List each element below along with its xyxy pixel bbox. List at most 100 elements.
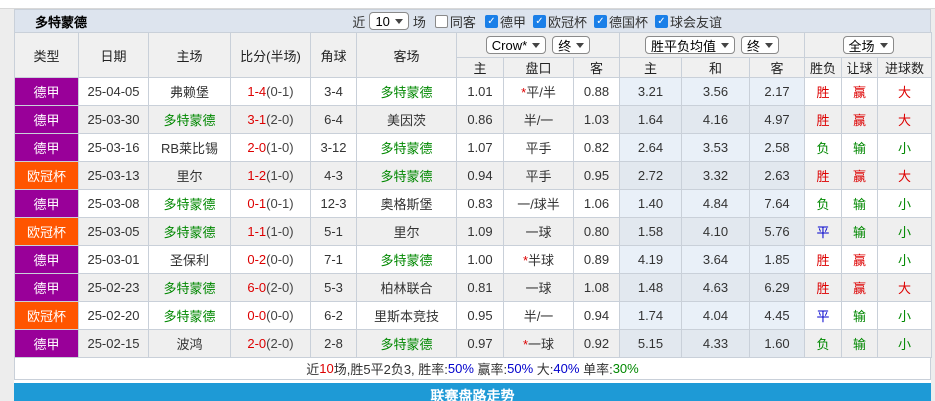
home-team[interactable]: 多特蒙德 [148, 105, 231, 134]
chevron-down-icon [765, 42, 774, 48]
corner-score: 6-2 [310, 301, 357, 330]
away-odds: 0.88 [573, 77, 620, 106]
same-venue-checkbox[interactable]: 同客 [434, 12, 476, 31]
league-badge[interactable]: 德甲 [14, 329, 79, 358]
league-badge[interactable]: 欧冠杯 [14, 217, 79, 246]
away-team[interactable]: 多特蒙德 [356, 77, 457, 106]
avg-draw-odds: 3.53 [681, 133, 750, 162]
checkbox-checked-icon[interactable]: ✓ [654, 14, 668, 28]
match-date: 25-03-13 [78, 161, 149, 190]
league-filter-2[interactable]: ✓ 德国杯 [593, 12, 648, 31]
league-filter-label: 球会友谊 [669, 14, 722, 30]
corner-score: 5-3 [310, 273, 357, 302]
chevron-down-icon [532, 42, 541, 48]
home-team[interactable]: 多特蒙德 [148, 217, 231, 246]
col-away: 客场 [356, 32, 457, 78]
score: 0-1(0-1) [230, 189, 311, 218]
avg-away-odds: 4.97 [748, 105, 806, 134]
avg-draw-odds: 4.04 [681, 301, 750, 330]
score: 0-0(0-0) [230, 301, 311, 330]
chevron-down-icon [394, 18, 403, 24]
handicap-result-badge: 赢 [841, 161, 879, 190]
avg-home-odds: 1.40 [619, 189, 682, 218]
league-filter-0[interactable]: ✓ 德甲 [484, 12, 526, 31]
home-team[interactable]: 多特蒙德 [148, 189, 231, 218]
home-team[interactable]: 弗赖堡 [148, 77, 231, 106]
home-odds: 1.01 [456, 77, 504, 106]
handicap: *一球 [503, 329, 574, 358]
league-filter-label: 德国杯 [608, 14, 648, 30]
goals-result-badge: 小 [877, 133, 933, 162]
avg-draw-odds: 3.56 [681, 77, 750, 106]
home-team[interactable]: 波鸿 [148, 329, 231, 358]
league-badge[interactable]: 欧冠杯 [14, 161, 79, 190]
away-odds: 0.95 [573, 161, 620, 190]
home-team[interactable]: 里尔 [148, 161, 231, 190]
avg-time-select[interactable]: 终 [741, 36, 780, 54]
checkbox-unchecked-icon[interactable] [434, 14, 448, 28]
page-top-strip [0, 0, 935, 9]
avg-draw-odds: 4.84 [681, 189, 750, 218]
handicap-result-badge: 赢 [841, 245, 879, 274]
avg-draw-odds: 4.63 [681, 273, 750, 302]
col-corner: 角球 [310, 32, 357, 78]
away-team[interactable]: 里尔 [356, 217, 457, 246]
summary-segment: 赢率: [473, 362, 508, 377]
home-team[interactable]: 多特蒙德 [148, 273, 231, 302]
home-team[interactable]: 圣保利 [148, 245, 231, 274]
result-badge: 负 [804, 329, 843, 358]
col-score: 比分(半场) [230, 32, 311, 78]
odds-filter-cell: Crow* 终 [456, 32, 620, 58]
away-team[interactable]: 里斯本竞技 [356, 301, 457, 330]
league-badge[interactable]: 德甲 [14, 189, 79, 218]
scope-select[interactable]: 全场 [842, 36, 894, 54]
away-team[interactable]: 柏林联合 [356, 273, 457, 302]
home-team[interactable]: RB莱比锡 [148, 133, 231, 162]
avg-draw-odds: 4.33 [681, 329, 750, 358]
checkbox-checked-icon[interactable]: ✓ [484, 14, 498, 28]
checkbox-checked-icon[interactable]: ✓ [532, 14, 546, 28]
away-team[interactable]: 美因茨 [356, 105, 457, 134]
col-odds-away: 客 [573, 57, 620, 78]
score: 1-2(1-0) [230, 161, 311, 190]
league-filter-3[interactable]: ✓ 球会友谊 [654, 12, 722, 31]
league-filter-1[interactable]: ✓ 欧冠杯 [532, 12, 587, 31]
match-date: 25-02-15 [78, 329, 149, 358]
league-badge[interactable]: 德甲 [14, 77, 79, 106]
away-team[interactable]: 多特蒙德 [356, 161, 457, 190]
goals-result-badge: 小 [877, 245, 933, 274]
corner-score: 5-1 [310, 217, 357, 246]
summary-segment: 近 [306, 362, 320, 377]
home-odds: 0.81 [456, 273, 504, 302]
avg-draw-odds: 3.64 [681, 245, 750, 274]
away-odds: 1.03 [573, 105, 620, 134]
avg-away-odds: 6.29 [748, 273, 806, 302]
home-team[interactable]: 多特蒙德 [148, 301, 231, 330]
away-team[interactable]: 奥格斯堡 [356, 189, 457, 218]
score: 0-2(0-0) [230, 245, 311, 274]
result-badge: 胜 [804, 273, 843, 302]
checkbox-checked-icon[interactable]: ✓ [593, 14, 607, 28]
corner-score: 7-1 [310, 245, 357, 274]
score: 1-1(1-0) [230, 217, 311, 246]
league-badge[interactable]: 德甲 [14, 273, 79, 302]
avg-type-select[interactable]: 胜平负均值 [645, 36, 736, 54]
avg-home-odds: 5.15 [619, 329, 682, 358]
corner-score: 2-8 [310, 329, 357, 358]
matches-count-select[interactable]: 10 [369, 12, 409, 30]
summary-segment: 30% [612, 361, 639, 376]
league-badge[interactable]: 德甲 [14, 245, 79, 274]
odds-time-select[interactable]: 终 [552, 36, 591, 54]
avg-home-odds: 2.72 [619, 161, 682, 190]
home-odds: 0.97 [456, 329, 504, 358]
league-badge[interactable]: 德甲 [14, 133, 79, 162]
away-team[interactable]: 多特蒙德 [356, 329, 457, 358]
goals-result-badge: 大 [877, 273, 933, 302]
league-badge[interactable]: 德甲 [14, 105, 79, 134]
league-badge[interactable]: 欧冠杯 [14, 301, 79, 330]
section-header-bar: 联赛盘路走势 [14, 383, 931, 401]
handicap: 平手 [503, 161, 574, 190]
away-team[interactable]: 多特蒙德 [356, 133, 457, 162]
away-team[interactable]: 多特蒙德 [356, 245, 457, 274]
odds-company-select[interactable]: Crow* [485, 36, 547, 54]
